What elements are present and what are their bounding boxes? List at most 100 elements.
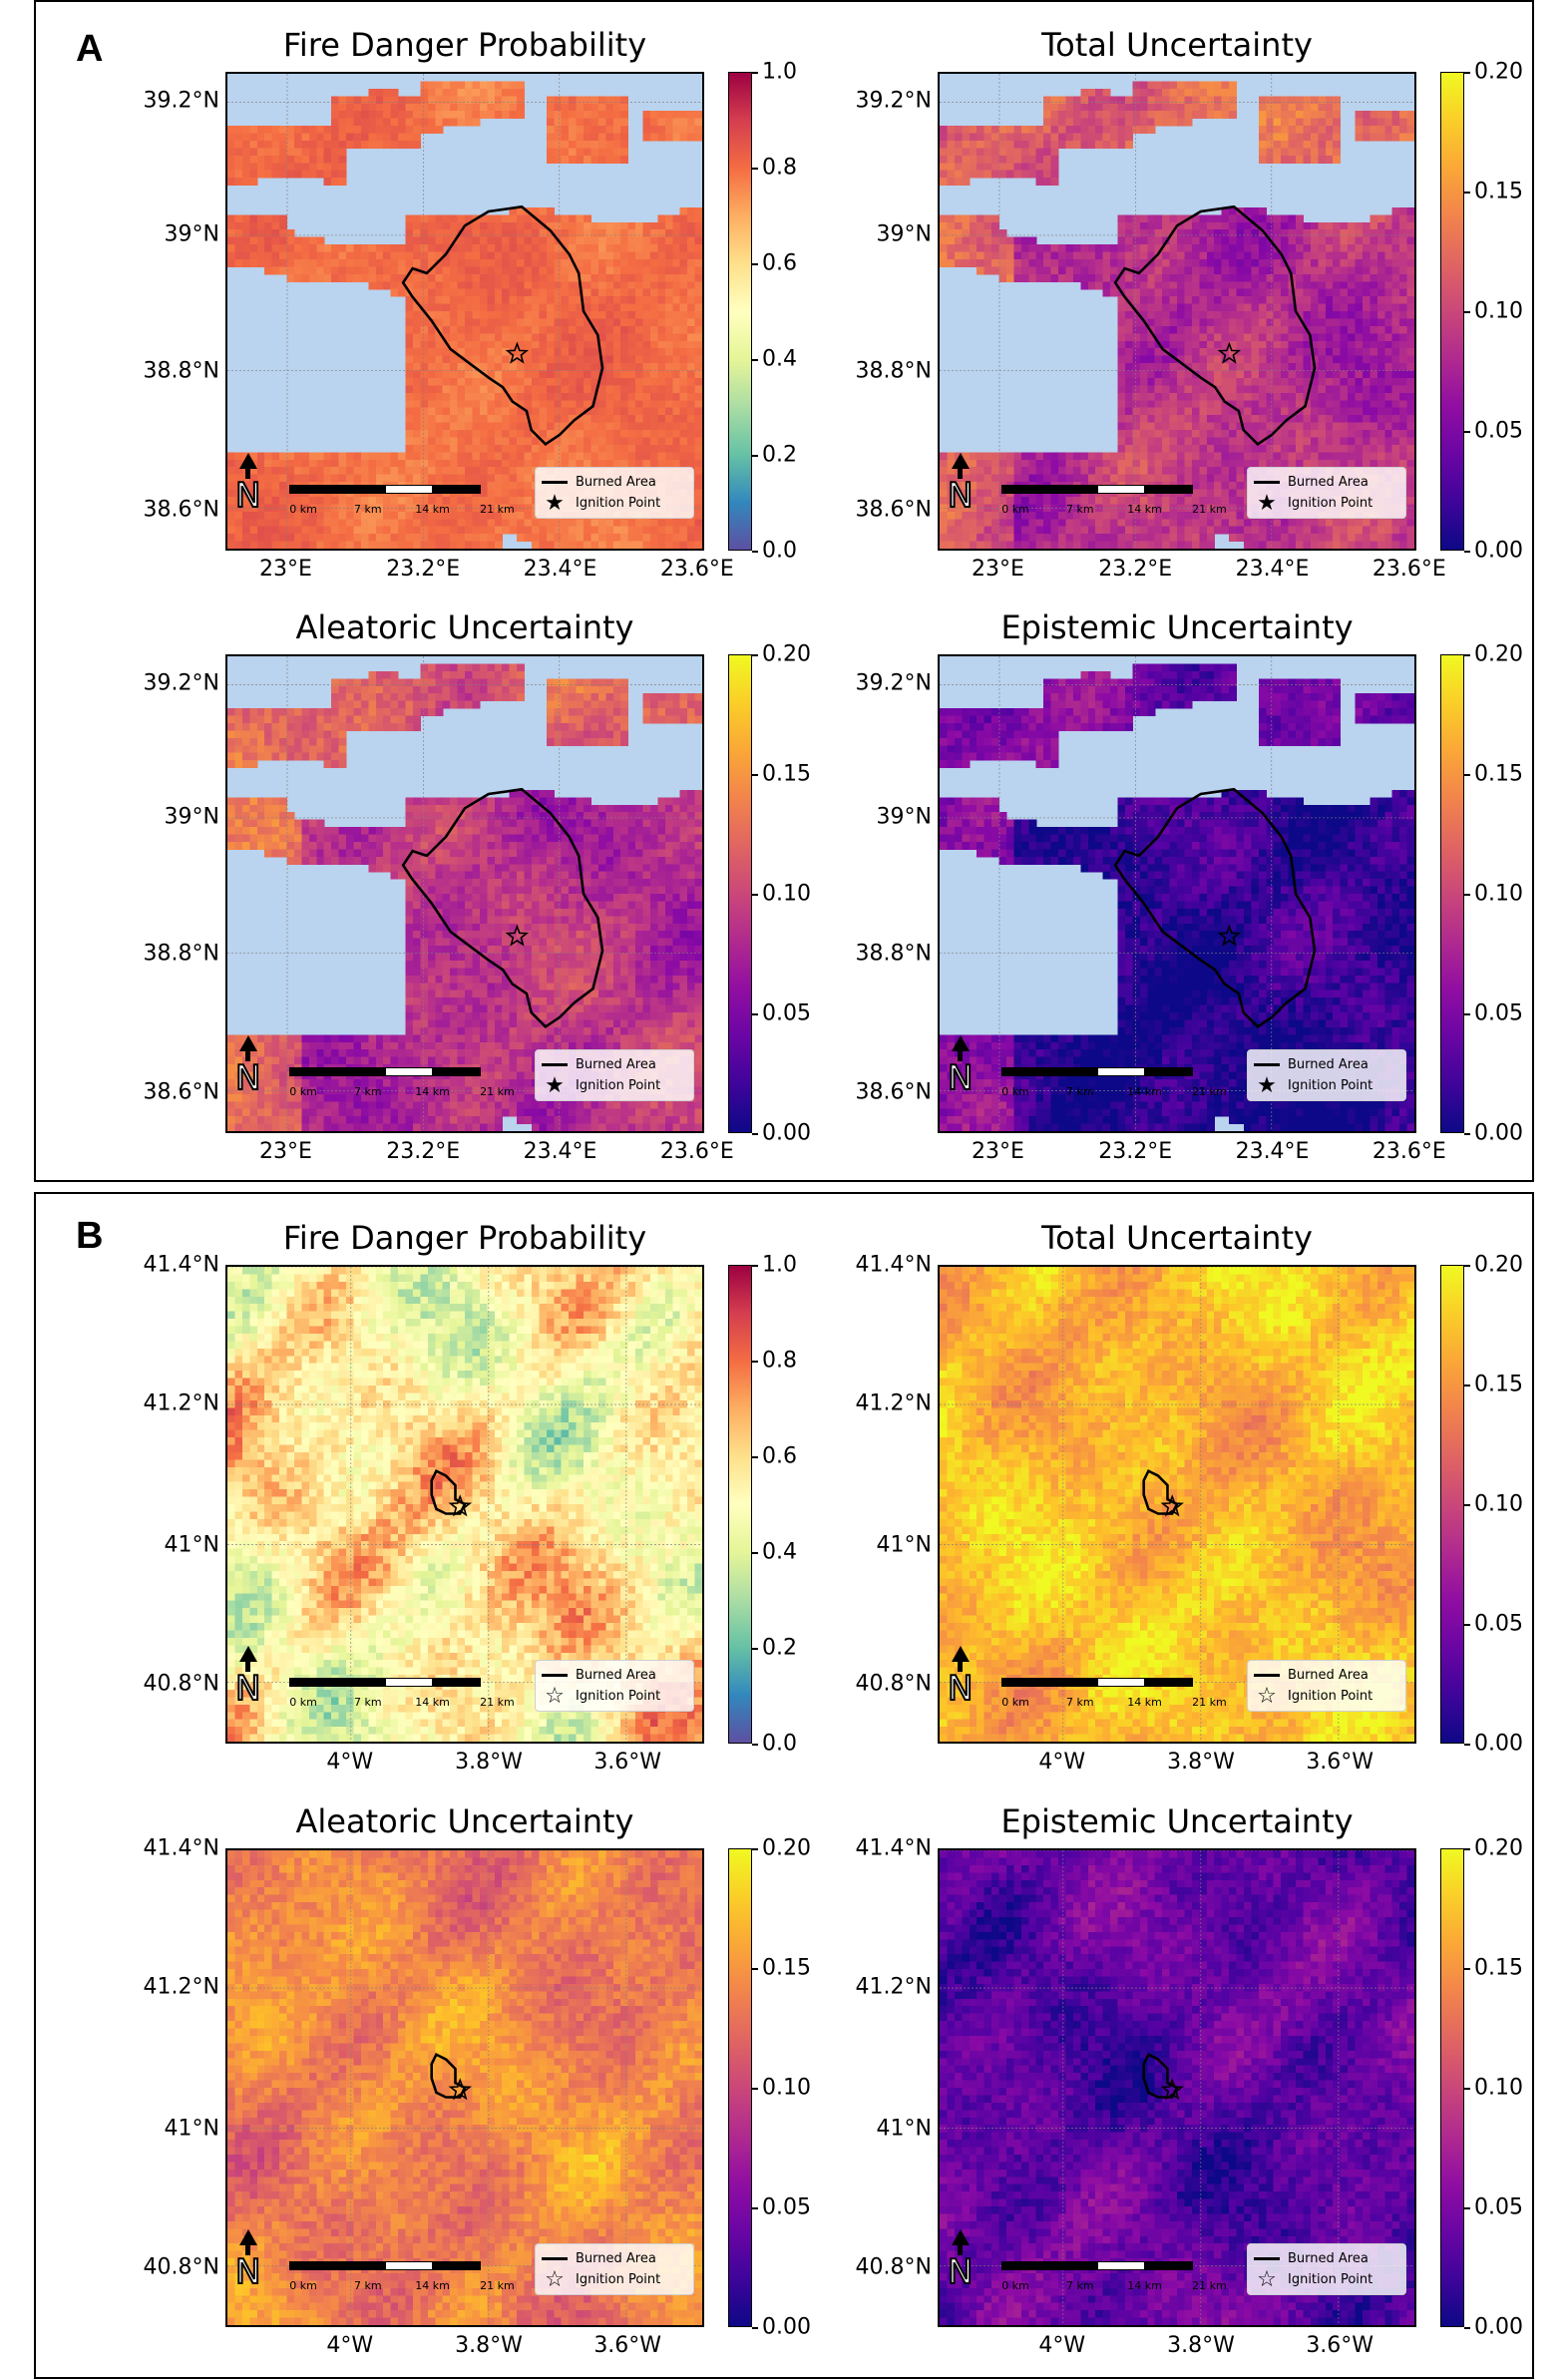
x-tick-label: 3.8°W: [1167, 1750, 1235, 1775]
map-title: Epistemic Uncertainty: [1000, 1802, 1353, 1840]
colorbar-tick-mark: [752, 1456, 758, 1458]
y-tick-label: 41.2°N: [144, 1975, 219, 2000]
colorbar-tick-mark: [1464, 2207, 1470, 2209]
colorbar-tick-label: 0.00: [762, 1121, 811, 1146]
colorbar-tick-mark: [1464, 654, 1470, 656]
colorbar-tick-label: 0.8: [762, 1349, 797, 1374]
colorbar-tick-label: 0.20: [1474, 1836, 1523, 1861]
legend-burned-area: Burned Area: [1254, 2248, 1399, 2269]
legend-ignition-point-label: Ignition Point: [576, 496, 660, 511]
colorbar-tick-mark: [1464, 2327, 1470, 2329]
colorbar-tick-mark: [752, 2207, 758, 2209]
colorbar-tick-mark: [752, 894, 758, 896]
y-tick-label: 41.4°N: [144, 1836, 219, 1861]
x-tick-label: 23.2°E: [386, 1139, 460, 1164]
scale-bar-segment: [433, 1678, 481, 1687]
colorbar-tick-label: 1.0: [762, 1253, 797, 1278]
legend-burned-area-label: Burned Area: [1288, 1668, 1369, 1683]
legend-ignition-point-label: Ignition Point: [576, 2272, 660, 2287]
scale-bar-label: 21 km: [480, 2279, 515, 2292]
x-tick-label: 23.4°E: [1236, 1139, 1310, 1164]
y-tick-label: 41.2°N: [144, 1391, 219, 1416]
scale-bar-segment: [337, 2261, 385, 2270]
y-tick-label: 41°N: [165, 1532, 219, 1557]
legend-burned-area-label: Burned Area: [576, 475, 656, 490]
legend-burned-area: Burned Area: [542, 472, 687, 493]
colorbar-tick-label: 0.0: [762, 539, 797, 564]
y-tick-label: 40.8°N: [144, 2255, 219, 2280]
x-tick-label: 23.6°E: [1372, 557, 1446, 582]
x-tick-label: 3.6°W: [1306, 1750, 1373, 1775]
map-legend: Burned Area ☆ Ignition Point: [535, 1660, 694, 1712]
panel-label: B: [76, 1215, 103, 1258]
colorbar-tick-mark: [752, 168, 758, 170]
hollow-star-icon: ☆: [542, 1685, 568, 1707]
scale-bar-label: 0 km: [289, 1085, 317, 1098]
y-tick-label: 41.4°N: [144, 1253, 219, 1278]
scale-bar-label: 0 km: [1001, 503, 1029, 516]
colorbar-tick-mark: [752, 359, 758, 361]
burned-area-outline: [401, 204, 604, 446]
scale-bar-segment: [1097, 2261, 1145, 2270]
colorbar-tick-mark: [1464, 72, 1470, 74]
burned-area-outline: [401, 787, 604, 1028]
x-tick-label: 23.4°E: [524, 1139, 597, 1164]
y-tick-label: 38.6°N: [144, 498, 219, 523]
north-arrow: N: [947, 1035, 974, 1096]
north-arrow-icon: [951, 2229, 970, 2245]
ignition-point-star: [505, 341, 530, 364]
x-tick-label: 4°W: [326, 1750, 373, 1775]
legend-ignition-point: ★ Ignition Point: [1254, 1074, 1399, 1096]
colorbar-tick-mark: [752, 1648, 758, 1650]
scale-bar-segment: [385, 1067, 433, 1076]
north-arrow-shaft: [245, 2245, 251, 2255]
map-legend: Burned Area ★ Ignition Point: [1247, 467, 1406, 519]
scale-bar-segment: [289, 2261, 337, 2270]
x-tick-label: 23.6°E: [660, 1139, 734, 1164]
scale-bar-segment: [1049, 485, 1097, 494]
y-tick-label: 41.4°N: [856, 1253, 932, 1278]
x-tick-label: 23°E: [972, 1139, 1024, 1164]
burned-area-outline: [1113, 787, 1317, 1028]
scale-bar-label: 21 km: [1192, 1085, 1227, 1098]
north-arrow-shaft: [958, 469, 964, 479]
y-tick-label: 39.2°N: [144, 670, 219, 695]
north-label: N: [234, 2254, 261, 2290]
burned-area-line-icon: [542, 2257, 568, 2260]
y-tick-label: 38.6°N: [144, 1080, 219, 1105]
ignition-point-star: [448, 1494, 472, 1517]
colorbar-tick-label: 0.05: [762, 1001, 811, 1026]
colorbar-tick-label: 0.05: [1474, 1612, 1523, 1637]
legend-ignition-point: ☆ Ignition Point: [1254, 1685, 1399, 1707]
colorbar-tick-label: 0.15: [762, 1956, 811, 1981]
scale-bar-label: 7 km: [354, 503, 382, 516]
scale-bar-label: 7 km: [354, 1696, 382, 1709]
scale-bar-label: 0 km: [1001, 1696, 1029, 1709]
colorbar-tick-mark: [752, 774, 758, 776]
y-tick-label: 38.6°N: [856, 498, 932, 523]
burned-area-line-icon: [1254, 481, 1280, 484]
burned-area-outline: [1142, 2052, 1179, 2099]
map-frame: [938, 654, 1416, 1133]
colorbar-tick-label: 0.2: [762, 1636, 797, 1661]
scale-bar-label: 14 km: [1127, 503, 1162, 516]
x-tick-label: 4°W: [1038, 2333, 1085, 2358]
colorbar-tick-mark: [752, 1744, 758, 1746]
colorbar-tick-label: 0.4: [762, 1540, 797, 1565]
colorbar-tick-label: 0.00: [1474, 1121, 1523, 1146]
colorbar-tick-mark: [752, 1361, 758, 1363]
x-tick-label: 3.8°W: [455, 1750, 523, 1775]
colorbar-tick-label: 0.20: [1474, 60, 1523, 85]
scale-bar-label: 7 km: [1066, 1085, 1094, 1098]
scale-bar-segment: [1049, 1678, 1097, 1687]
legend-ignition-point: ★ Ignition Point: [1254, 492, 1399, 514]
scale-bar-label: 21 km: [1192, 2279, 1227, 2292]
map-frame: [938, 1848, 1416, 2327]
scale-bar-segment: [433, 485, 481, 494]
north-arrow-shaft: [958, 1051, 964, 1061]
scale-bar-label: 14 km: [1127, 1085, 1162, 1098]
colorbar-tick-label: 0.20: [762, 1836, 811, 1861]
y-tick-label: 39.2°N: [856, 670, 932, 695]
colorbar-tick-mark: [1464, 1133, 1470, 1135]
north-arrow-icon: [238, 1035, 257, 1051]
